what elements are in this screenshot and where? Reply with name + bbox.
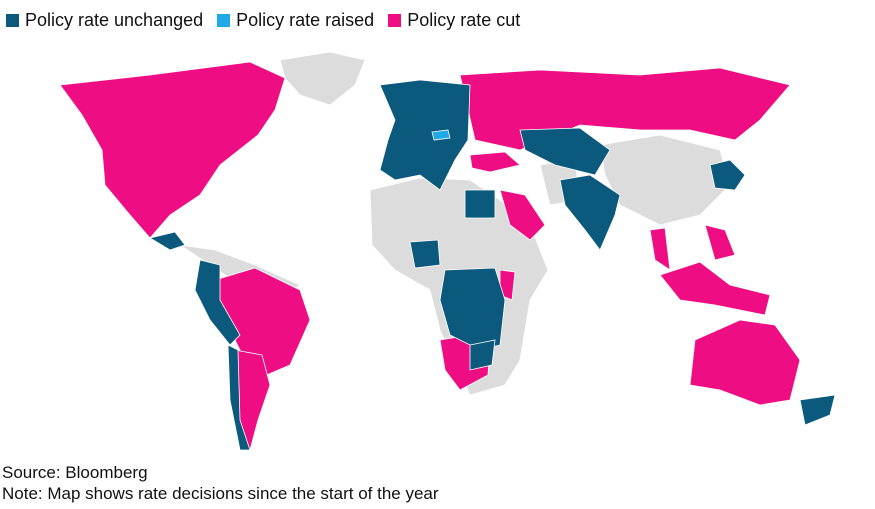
legend-swatch bbox=[388, 14, 402, 27]
source: Source: Bloomberg bbox=[2, 463, 148, 482]
region bbox=[279, 51, 366, 106]
note: Note: Map shows rate decisions since the… bbox=[2, 484, 439, 503]
legend-label: Policy rate unchanged bbox=[25, 10, 204, 30]
region bbox=[148, 231, 186, 251]
legend-item: Policy rate unchanged bbox=[6, 10, 203, 31]
legend-swatch bbox=[6, 14, 19, 27]
regions bbox=[59, 51, 836, 451]
region bbox=[459, 67, 791, 151]
region bbox=[559, 174, 621, 251]
region bbox=[704, 224, 736, 261]
region bbox=[599, 134, 731, 226]
legend-swatch bbox=[217, 14, 231, 27]
legend-item: Policy rate raised bbox=[217, 10, 374, 31]
region bbox=[227, 344, 251, 451]
region bbox=[464, 189, 496, 219]
region bbox=[649, 227, 671, 271]
region bbox=[519, 127, 611, 176]
region bbox=[194, 259, 241, 346]
region bbox=[689, 319, 801, 406]
world-map bbox=[59, 51, 836, 451]
region bbox=[709, 159, 746, 191]
region bbox=[409, 239, 441, 269]
region bbox=[59, 61, 286, 239]
legend: Policy rate unchanged Policy rate raised… bbox=[6, 10, 520, 31]
region bbox=[659, 261, 771, 316]
region bbox=[469, 339, 496, 371]
region bbox=[431, 129, 451, 141]
footnote: Source: Bloomberg Note: Map shows rate d… bbox=[2, 462, 439, 504]
region bbox=[799, 394, 836, 426]
legend-label: Policy rate raised bbox=[236, 10, 375, 30]
region bbox=[379, 79, 471, 191]
legend-item: Policy rate cut bbox=[388, 10, 520, 31]
region bbox=[469, 151, 521, 173]
legend-label: Policy rate cut bbox=[407, 10, 521, 30]
region bbox=[499, 189, 546, 241]
